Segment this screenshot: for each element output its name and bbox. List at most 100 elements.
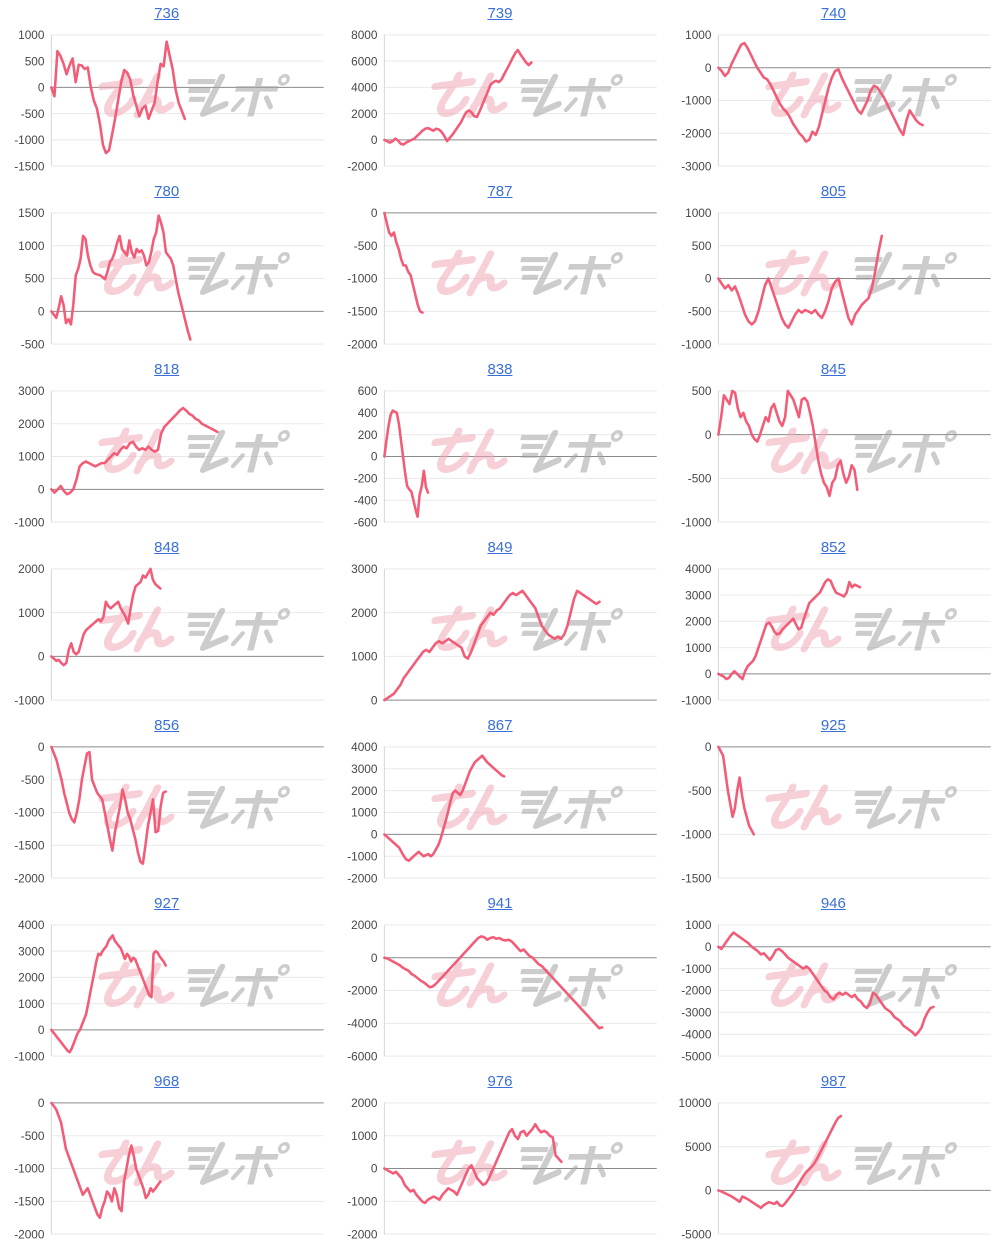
chart-title-row: 946 xyxy=(667,890,1000,917)
chart-canvas: 1000 0 -1000 -2000 -3000 xyxy=(681,28,991,173)
y-axis-tick-label: 0 xyxy=(371,1162,378,1176)
y-axis-tick-label: 0 xyxy=(705,428,712,442)
chart-title-link[interactable]: 946 xyxy=(820,895,846,912)
chart-title-row: 987 xyxy=(667,1068,1000,1095)
y-axis-tick-label: 1000 xyxy=(351,650,378,664)
y-axis-tick-label: -1000 xyxy=(681,515,712,529)
chart-title-link[interactable]: 845 xyxy=(820,361,846,378)
y-axis-tick-label: -1000 xyxy=(348,1194,379,1208)
y-axis-tick-label: 1000 xyxy=(18,450,45,464)
chart-title-row: 852 xyxy=(667,534,1000,561)
y-axis-tick-label: -500 xyxy=(687,304,711,318)
chart-cell-976: 976 2000 1000 0 -1000 -2000 xyxy=(333,1068,666,1246)
minrepo-watermark-icon xyxy=(428,75,623,116)
chart-title-row: 787 xyxy=(333,178,666,205)
series-line xyxy=(383,1122,564,1205)
y-axis-tick-label: 1000 xyxy=(351,1129,378,1143)
y-axis-tick-label: 4000 xyxy=(18,918,45,932)
chart-canvas: 2000 0 -2000 -4000 -6000 xyxy=(348,918,658,1063)
y-axis-tick-label: -1000 xyxy=(14,806,45,820)
chart-title-link[interactable]: 740 xyxy=(820,5,846,22)
y-axis-tick-label: -1500 xyxy=(348,304,379,318)
chart-title-link[interactable]: 739 xyxy=(487,5,513,22)
minrepo-watermark-icon xyxy=(95,253,290,294)
chart-cell-946: 946 1000 0 -1000 -2000 -3000 -4000 -5000 xyxy=(667,890,1000,1068)
y-axis-tick-label: -500 xyxy=(21,107,45,121)
y-axis-tick-label: -500 xyxy=(354,239,378,253)
y-axis-tick-label: -2000 xyxy=(681,126,712,140)
y-axis-tick-label: -1000 xyxy=(14,1049,45,1063)
y-axis-tick-label: -5000 xyxy=(681,1227,712,1241)
y-axis-tick-label: -3000 xyxy=(681,1006,712,1020)
chart-canvas: 3000 2000 1000 0 -1000 xyxy=(14,384,324,529)
minrepo-watermark-icon xyxy=(761,253,956,294)
series-line xyxy=(716,1114,842,1210)
y-axis-tick-label: 4000 xyxy=(351,740,378,754)
y-axis-tick-label: -500 xyxy=(21,1129,45,1143)
minrepo-watermark-icon xyxy=(95,75,290,116)
chart-title-row: 968 xyxy=(0,1068,333,1095)
chart-title-link[interactable]: 838 xyxy=(487,361,513,378)
chart-title-link[interactable]: 925 xyxy=(820,717,846,734)
y-axis-tick-label: -4000 xyxy=(681,1027,712,1041)
y-axis-tick-label: -600 xyxy=(354,515,378,529)
chart-cell-987: 987 10000 5000 0 -5000 xyxy=(667,1068,1000,1246)
chart-title-link[interactable]: 849 xyxy=(487,539,513,556)
chart-title-link[interactable]: 867 xyxy=(487,717,513,734)
series-line xyxy=(383,409,430,518)
chart-title-row: 856 xyxy=(0,712,333,739)
y-axis-tick-label: 8000 xyxy=(351,28,378,42)
y-axis-tick-label: 0 xyxy=(371,693,378,707)
minrepo-watermark-icon xyxy=(428,431,623,472)
chart-title-row: 736 xyxy=(0,0,333,27)
chart-title-link[interactable]: 848 xyxy=(154,539,180,556)
y-axis-tick-label: -2000 xyxy=(14,1227,45,1241)
chart-title-link[interactable]: 968 xyxy=(154,1073,180,1090)
y-axis-tick-label: -200 xyxy=(354,472,378,486)
y-axis-tick-label: -5000 xyxy=(681,1049,712,1063)
y-axis-tick-label: -1500 xyxy=(14,838,45,852)
chart-title-link[interactable]: 736 xyxy=(154,5,180,22)
chart-title-link[interactable]: 976 xyxy=(487,1073,513,1090)
minrepo-watermark-icon xyxy=(95,965,290,1006)
y-axis-tick-label: 3000 xyxy=(685,588,712,602)
y-axis-tick-label: 0 xyxy=(38,482,45,496)
y-axis-tick-label: -1000 xyxy=(681,962,712,976)
y-axis-tick-label: -2000 xyxy=(14,871,45,885)
chart-canvas: 0 -500 -1000 -1500 xyxy=(681,740,991,885)
y-axis-tick-label: 0 xyxy=(371,206,378,220)
y-axis-tick-label: 2000 xyxy=(18,417,45,431)
chart-title-link[interactable]: 805 xyxy=(820,183,846,200)
series-line xyxy=(383,211,425,314)
chart-canvas: 2000 1000 0 -1000 xyxy=(14,562,324,707)
y-axis-tick-label: 600 xyxy=(358,384,378,398)
chart-title-link[interactable]: 941 xyxy=(487,895,513,912)
minrepo-watermark-icon xyxy=(428,253,623,294)
chart-title-row: 925 xyxy=(667,712,1000,739)
chart-title-link[interactable]: 787 xyxy=(487,183,513,200)
y-axis-tick-label: -6000 xyxy=(348,1049,379,1063)
chart-title-row: 867 xyxy=(333,712,666,739)
y-axis-tick-label: -400 xyxy=(354,493,378,507)
y-axis-tick-label: 0 xyxy=(38,304,45,318)
y-axis-tick-label: -3000 xyxy=(681,159,712,173)
y-axis-tick-label: -2000 xyxy=(348,159,379,173)
chart-title-link[interactable]: 927 xyxy=(154,895,180,912)
chart-title-link[interactable]: 852 xyxy=(820,539,846,556)
chart-cell-780: 780 1500 1000 500 0 -500 xyxy=(0,178,333,356)
chart-title-link[interactable]: 780 xyxy=(154,183,180,200)
chart-title-link[interactable]: 987 xyxy=(820,1073,846,1090)
y-axis-tick-label: 0 xyxy=(371,951,378,965)
chart-title-link[interactable]: 818 xyxy=(154,361,180,378)
y-axis-tick-label: 0 xyxy=(38,1023,45,1037)
y-axis-tick-label: 500 xyxy=(25,272,45,286)
chart-title-link[interactable]: 856 xyxy=(154,717,180,734)
y-axis-tick-label: -1000 xyxy=(681,337,712,351)
chart-cell-845: 845 500 0 -500 -1000 xyxy=(667,356,1000,534)
series-line xyxy=(716,578,861,681)
y-axis-tick-label: -4000 xyxy=(348,1016,379,1030)
chart-canvas: 3000 2000 1000 0 xyxy=(351,562,658,707)
y-axis-tick-label: -2000 xyxy=(348,871,379,885)
series-line xyxy=(716,389,859,498)
